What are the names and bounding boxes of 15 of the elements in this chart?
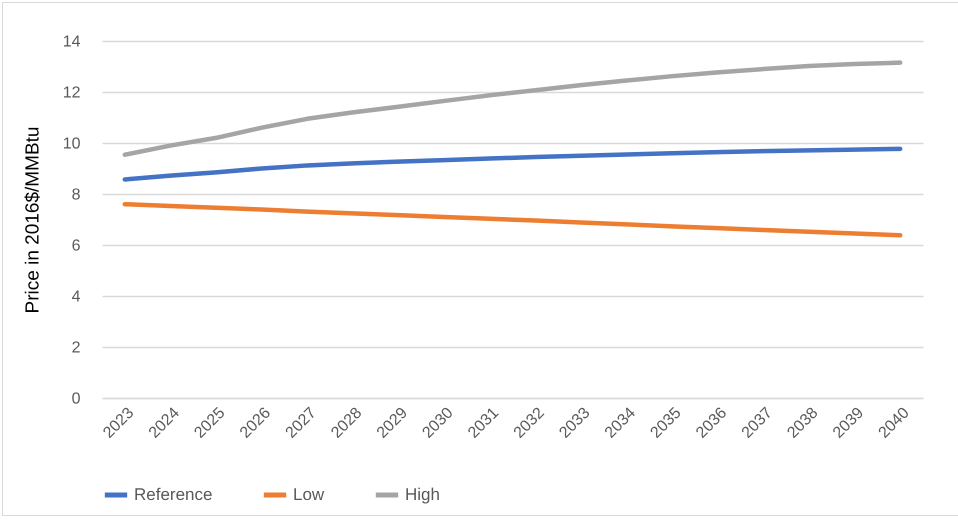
line-series xyxy=(122,146,902,182)
legend-label: High xyxy=(405,485,440,504)
y-tick-label: 12 xyxy=(62,84,81,102)
y-axis-title: Price in 2016$/MMBtu xyxy=(22,126,44,314)
y-tick-label: 2 xyxy=(72,340,81,356)
y-tick-label: 6 xyxy=(72,238,81,254)
y-tick-label: 10 xyxy=(62,136,81,152)
line-series xyxy=(122,60,902,157)
legend-label: Reference xyxy=(134,485,212,504)
line-series xyxy=(122,202,902,238)
y-tick-label: 8 xyxy=(72,186,81,204)
y-tick-label: 14 xyxy=(62,34,81,50)
legend-label: Low xyxy=(293,485,325,504)
y-tick-label: 4 xyxy=(72,288,81,306)
y-tick-label: 0 xyxy=(72,390,81,408)
